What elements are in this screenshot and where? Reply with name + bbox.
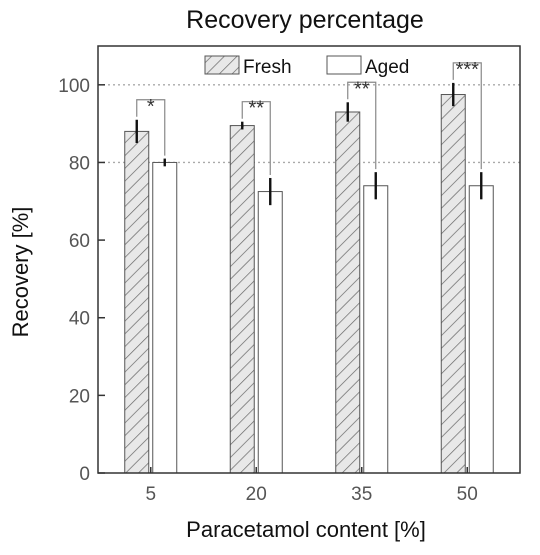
bar-aged-5 [152, 161, 178, 474]
significance-bracket-5 [136, 99, 166, 156]
y-axis-label: Recovery [%] [8, 207, 33, 338]
bar-aged-20 [257, 191, 283, 474]
legend-label-fresh: Fresh [243, 57, 292, 78]
bar-fresh-35 [335, 111, 361, 474]
axes: 0 20 40 60 80 100 5 20 35 50 [58, 45, 521, 505]
significance-label-5: * [147, 96, 155, 118]
y-tick-label-0: 0 [79, 464, 90, 485]
x-tick-label-50: 50 [457, 484, 478, 505]
chart-title: Recovery percentage [186, 6, 424, 34]
x-tick-label-35: 35 [351, 484, 372, 505]
x-tick-label-5: 5 [145, 484, 156, 505]
significance-label-35: ** [354, 78, 370, 100]
significance-label-50: *** [456, 59, 480, 81]
significance-bracket-20 [241, 101, 271, 175]
y-tick-label-80: 80 [69, 153, 90, 174]
bar-fresh-20 [229, 125, 255, 474]
significance-markers: * ******* [136, 59, 482, 175]
significance-bracket-35 [347, 81, 377, 170]
legend: Fresh Aged [204, 55, 409, 78]
bar-fresh-5 [124, 130, 150, 474]
y-tick-label-20: 20 [69, 386, 90, 407]
x-tick-label-20: 20 [246, 484, 267, 505]
significance-bracket-50 [452, 62, 482, 170]
bar-aged-35 [363, 185, 389, 474]
y-tick-label-100: 100 [58, 76, 90, 97]
bar-aged-50 [468, 185, 494, 474]
bar-fresh-50 [440, 94, 466, 474]
significance-label-20: ** [248, 98, 264, 120]
x-axis-label: Paracetamol content [%] [186, 517, 426, 542]
y-tick-label-40: 40 [69, 309, 90, 330]
plot-frame [97, 45, 521, 474]
legend-swatch-fresh [204, 55, 240, 75]
bars [124, 82, 494, 474]
y-tick-label-60: 60 [69, 231, 90, 252]
legend-label-aged: Aged [365, 57, 409, 78]
legend-swatch-aged [326, 55, 362, 75]
